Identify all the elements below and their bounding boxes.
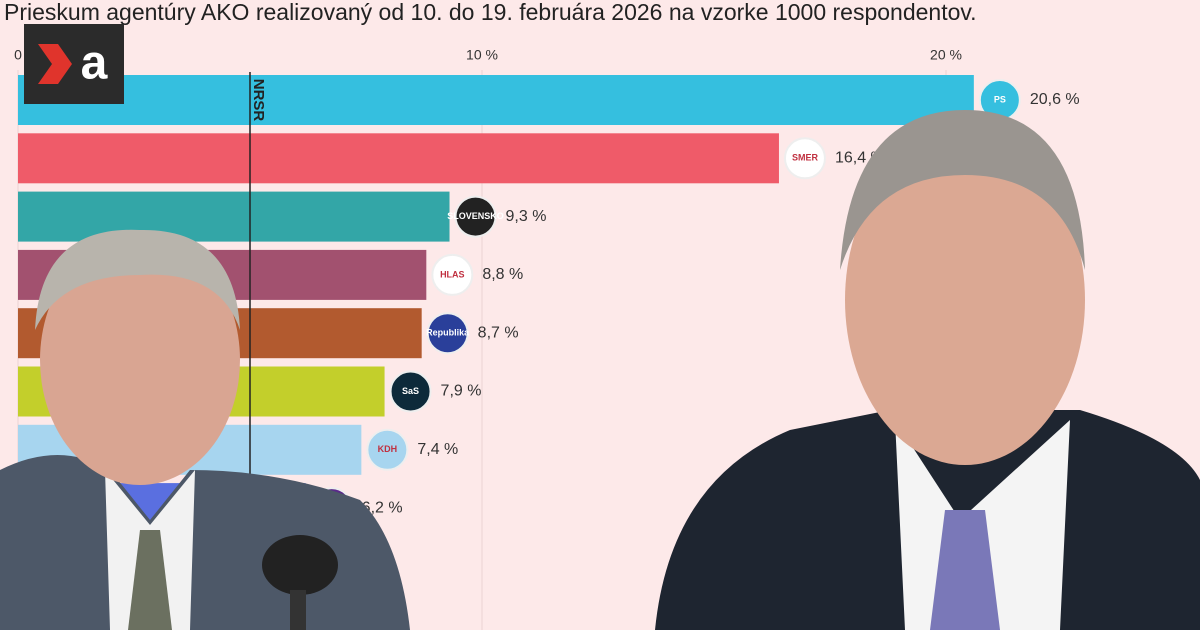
party-logo-text: KDH [378,444,398,454]
value-label: 6,2 % [362,499,403,516]
brand-text: a [81,37,108,90]
party-logo-text: Republika [426,328,470,338]
bar [18,75,974,125]
party-logo [389,370,432,413]
party-logo [431,253,474,296]
brand-logo: a [24,24,124,104]
chart-title: Prieskum agentúry AKO realizovaný od 10.… [4,0,977,25]
photo-right [655,110,1200,630]
x-tick-label: 10 % [466,47,498,63]
bar [18,133,779,184]
threshold-label: NRSR [250,79,267,122]
value-label: 8,8 % [482,266,523,283]
x-tick-label: 20 % [930,47,962,63]
bar [18,191,450,242]
value-label: 7,4 % [417,441,458,458]
photo-left [0,229,410,630]
value-label: 8,7 % [478,324,519,341]
x-tick-label: 0 [14,47,22,63]
party-logo-text: SLOVENSKO [447,211,504,221]
party-logo-text: PS [994,94,1006,104]
value-label: 7,9 % [441,383,482,400]
party-logo-text: HLAS [440,269,465,279]
value-label: 20,6 % [1030,91,1080,108]
value-label: 9,3 % [506,208,547,225]
party-logo [366,428,409,471]
party-logo [426,312,469,355]
party-logo-text: SMER [792,153,819,163]
party-logo [454,195,497,238]
party-logo-text: SaS [402,386,419,396]
party-logo [783,137,826,180]
